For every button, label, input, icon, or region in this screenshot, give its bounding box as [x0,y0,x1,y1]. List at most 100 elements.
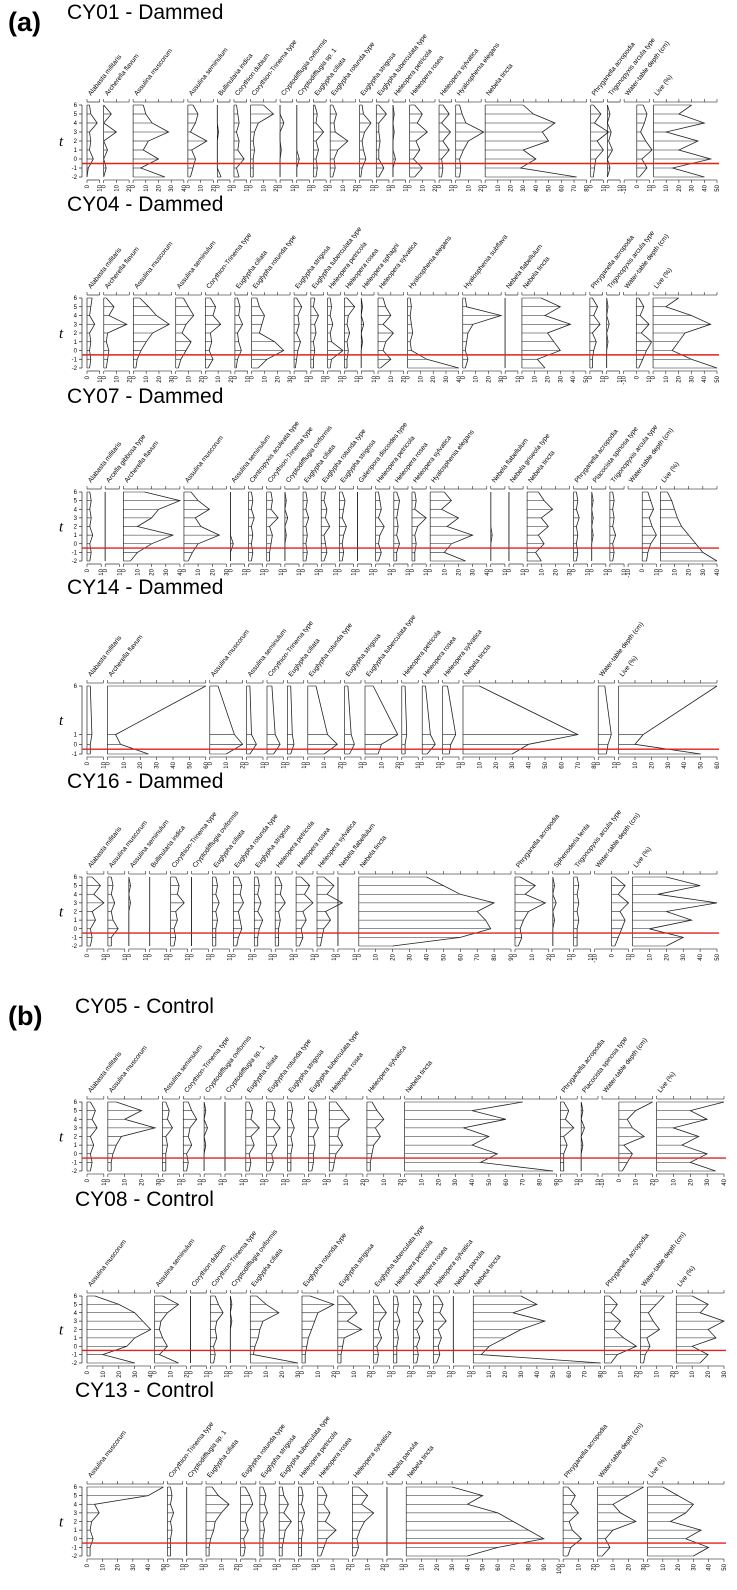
x-tick-label: 10 [388,568,394,575]
data-profile-line [229,492,234,561]
x-tick-label: 0 [148,953,154,957]
site-title: CY04 - Dammed [67,193,223,216]
data-profile-line [304,1295,335,1363]
data-profile-line [563,1101,575,1171]
x-tick-label: 50 [722,1563,728,1570]
x-tick-label: 10 [568,953,574,960]
data-profile-line [128,876,131,946]
x-tick-label: 0 [336,1370,342,1374]
y-tick-label: 6 [74,1485,78,1491]
x-tick-label: 10 [98,184,104,191]
x-tick-label: 10 [245,184,251,191]
x-tick-label: 10 [248,953,254,960]
x-tick-label: 20 [361,1178,367,1185]
x-tick-label: 50 [543,761,549,768]
x-tick-label: 30 [705,1178,711,1185]
x-tick-label: 0 [365,1178,371,1182]
x-tick-label: 10 [115,375,121,382]
x-tick-label: 10 [199,184,205,191]
x-tick-label: 10 [521,568,527,575]
x-tick-label: 20 [592,1563,598,1570]
y-axis-symbol: t [59,905,64,921]
x-tick-label: 10 [654,568,660,575]
data-profile-line [412,104,429,178]
data-profile-line [621,1101,653,1172]
x-tick-label: 20 [399,1178,405,1185]
x-tick-label: 0 [326,375,332,379]
x-tick-label: 10 [496,184,502,191]
x-tick-label: 10 [312,1563,318,1570]
x-tick-label: 80 [537,1178,543,1185]
x-tick-label: 10 [477,761,483,768]
x-tick-label: 0 [300,1370,306,1374]
y-tick-label: -2 [72,944,78,950]
panel-name: Assulina muscorum [108,819,149,869]
x-tick-label: 10 [144,184,150,191]
x-tick-label: 20 [199,375,205,382]
data-profile-line [347,685,355,755]
x-tick-label: 40 [698,953,704,960]
panel-euglypha-strigosa: 0 10 20 Euglypha strigosa [336,1242,376,1377]
x-tick-label: 0 [605,184,611,188]
x-tick-label: 0 [617,761,623,765]
x-tick-label: 0 [316,1563,322,1567]
x-tick-label: 60 [458,953,464,960]
x-tick-label: 10 [243,568,249,575]
x-tick-label: 10 [261,184,267,191]
x-tick-label: 10 [613,761,619,768]
x-tick-label: 60 [715,761,721,768]
x-tick-label: 0 [277,1563,283,1567]
x-tick-label: 0 [250,375,256,379]
x-tick-label: 20 [241,761,247,768]
data-profile-line [567,1486,583,1557]
x-tick-label: 40 [702,375,708,382]
x-tick-label: 10 [516,375,522,382]
x-tick-label: 0 [634,375,640,379]
data-profile-line [281,1486,292,1556]
x-tick-label: 10 [400,1563,406,1570]
x-tick-label: 30 [499,375,505,382]
data-profile-line [480,1295,601,1364]
x-tick-label: 10 [420,1563,426,1570]
data-profile-line [248,1101,260,1172]
data-profile-line [332,1101,351,1172]
y-axis-symbol: t [59,1323,64,1339]
y-tick-label: 2 [74,525,78,531]
x-tick-label: 0 [294,953,300,957]
y-tick-label: 1 [74,733,78,739]
x-tick-label: 0 [265,761,271,765]
part-label-a: (a) [8,7,41,37]
data-profile-line [519,104,577,178]
x-tick-label: 10 [673,568,679,575]
x-tick-label: 20 [503,1370,509,1377]
data-profile-line [110,876,119,946]
panel-name: Cryptodifflugia sp. 1 [225,1044,267,1094]
x-tick-label: 80 [592,761,598,768]
x-tick-label: 30 [701,568,707,575]
x-tick-label: 10 [601,375,607,382]
y-tick-label: -2 [72,366,78,372]
x-tick-label: 0 [589,184,595,188]
x-tick-label: 30 [722,1370,728,1377]
x-tick-label: 0 [273,953,279,957]
x-tick-label: 20 [346,1563,352,1570]
data-profile-line [409,297,459,369]
y-tick-label: -2 [72,1361,78,1367]
y-axis: 6 5 4 3 2 1 0 -1 -2 t [59,1485,83,1560]
panel-name: Heleopera sylvatica [367,1044,408,1094]
x-tick-label: 0 [630,953,636,957]
x-tick-label: 30 [666,761,672,768]
data-profile-line [329,297,344,369]
x-tick-label: 20 [651,1178,657,1185]
x-tick-label: 0 [208,1370,214,1374]
data-profile-line [360,104,372,178]
x-tick-label: 20 [677,184,683,191]
